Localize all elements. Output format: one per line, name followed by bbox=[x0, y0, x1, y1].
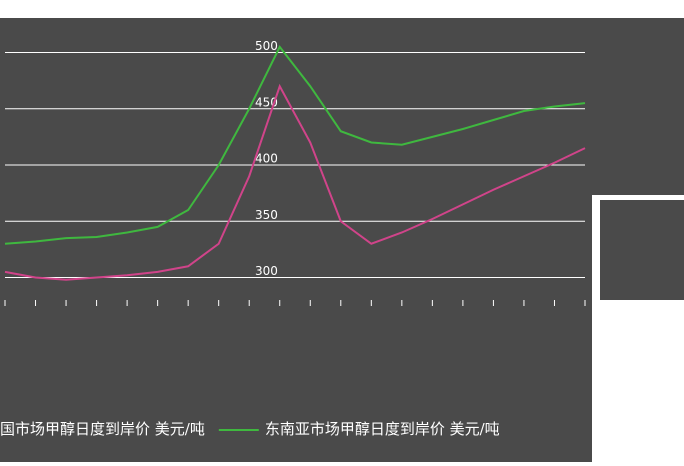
y-tick-label: 350 bbox=[255, 208, 278, 222]
series-line bbox=[4, 44, 586, 245]
legend-label: 国市场甲醇日度到岸价 美元/吨 bbox=[0, 420, 205, 438]
series-line bbox=[4, 83, 586, 281]
legend: 国市场甲醇日度到岸价 美元/吨 东南亚市场甲醇日度到岸价 美元/吨 bbox=[0, 420, 500, 438]
y-tick-label: 500 bbox=[255, 39, 278, 53]
plot-background bbox=[0, 18, 684, 462]
side-panel-plot bbox=[600, 200, 684, 300]
y-tick-label: 400 bbox=[255, 152, 278, 166]
legend-label: 东南亚市场甲醇日度到岸价 美元/吨 bbox=[265, 420, 500, 438]
y-tick-label: 300 bbox=[255, 264, 278, 278]
